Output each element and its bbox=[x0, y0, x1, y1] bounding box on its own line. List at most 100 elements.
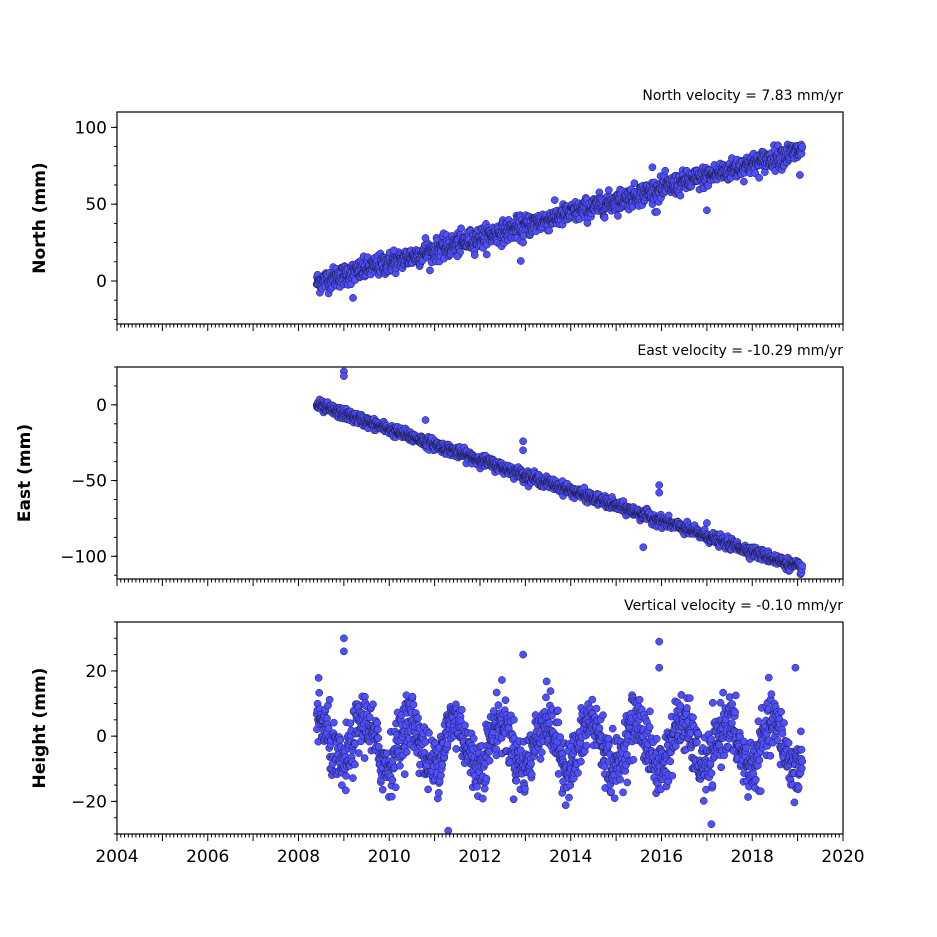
data-point bbox=[402, 748, 411, 756]
data-point bbox=[797, 727, 805, 736]
north-panel-title: North velocity = 7.83 mm/yr bbox=[642, 88, 843, 104]
data-point bbox=[577, 757, 585, 766]
data-point bbox=[592, 704, 601, 713]
data-point bbox=[728, 700, 737, 708]
data-point bbox=[342, 772, 350, 780]
data-point bbox=[473, 782, 481, 791]
data-point bbox=[780, 719, 788, 727]
data-point bbox=[655, 663, 664, 672]
data-point bbox=[755, 173, 763, 182]
data-point bbox=[501, 696, 510, 705]
y-tick-label: −50 bbox=[71, 472, 107, 492]
data-point bbox=[653, 208, 661, 216]
data-point bbox=[676, 191, 685, 200]
data-point bbox=[396, 761, 404, 770]
data-point bbox=[600, 213, 609, 222]
data-point bbox=[731, 708, 739, 717]
data-point bbox=[629, 755, 638, 764]
data-point bbox=[478, 794, 487, 803]
data-point bbox=[554, 770, 563, 778]
data-point bbox=[755, 756, 764, 765]
data-point bbox=[708, 698, 717, 707]
data-point bbox=[719, 688, 727, 697]
data-point bbox=[360, 754, 369, 762]
data-point bbox=[588, 695, 597, 704]
data-point bbox=[574, 769, 582, 777]
data-point bbox=[519, 446, 527, 455]
data-point bbox=[519, 238, 527, 247]
data-point bbox=[470, 251, 479, 259]
data-point bbox=[623, 778, 632, 787]
y-tick-label: 50 bbox=[85, 195, 107, 215]
data-point bbox=[604, 734, 613, 743]
height-panel: Vertical velocity = -0.10 mm/yr Height (… bbox=[30, 598, 865, 867]
data-point bbox=[798, 757, 807, 766]
data-point bbox=[536, 755, 545, 763]
data-point bbox=[616, 775, 624, 784]
data-point bbox=[346, 719, 355, 728]
height-data-points bbox=[312, 634, 807, 835]
data-point bbox=[764, 673, 773, 682]
data-point bbox=[708, 781, 717, 789]
data-point bbox=[608, 724, 617, 733]
east-y-ticks: −100−500 bbox=[60, 366, 117, 576]
data-point bbox=[717, 763, 726, 772]
data-point bbox=[444, 826, 453, 835]
data-point bbox=[599, 711, 607, 720]
data-point bbox=[744, 793, 752, 801]
data-point bbox=[791, 663, 800, 672]
data-point bbox=[790, 798, 799, 807]
data-point bbox=[639, 543, 648, 552]
data-point bbox=[510, 715, 518, 724]
height-x-ticks: 2004 2006 2008 2010 2012 2014 2016 2018 2020 bbox=[95, 834, 865, 867]
data-point bbox=[582, 741, 591, 750]
data-point bbox=[655, 481, 664, 489]
data-point bbox=[545, 226, 554, 235]
data-point bbox=[426, 266, 434, 275]
data-point bbox=[655, 637, 664, 646]
data-point bbox=[519, 650, 527, 659]
data-point bbox=[754, 717, 763, 726]
data-point bbox=[537, 748, 546, 757]
data-point bbox=[340, 372, 348, 380]
data-point bbox=[604, 186, 613, 194]
data-point bbox=[457, 705, 466, 714]
data-point bbox=[766, 751, 775, 760]
data-point bbox=[527, 770, 536, 779]
data-point bbox=[521, 784, 529, 793]
data-point bbox=[369, 700, 377, 709]
data-point bbox=[354, 749, 363, 757]
east-panel: East velocity = -10.29 mm/yr East (mm) −… bbox=[15, 343, 844, 586]
north-x-ticks bbox=[116, 324, 844, 331]
y-tick-label: 100 bbox=[75, 118, 107, 138]
data-point bbox=[550, 196, 559, 204]
data-point bbox=[349, 294, 357, 302]
data-point bbox=[610, 794, 619, 803]
data-point bbox=[469, 734, 478, 743]
data-point bbox=[542, 677, 551, 686]
east-x-ticks bbox=[116, 579, 844, 586]
data-point bbox=[545, 719, 554, 727]
data-point bbox=[494, 701, 503, 709]
data-point bbox=[798, 142, 807, 151]
east-y-axis-label: East (mm) bbox=[15, 424, 35, 522]
data-point bbox=[492, 688, 501, 697]
height-y-axis-label: Height (mm) bbox=[30, 668, 50, 789]
data-point bbox=[374, 742, 383, 751]
data-point bbox=[314, 674, 323, 682]
data-point bbox=[648, 163, 657, 172]
data-point bbox=[652, 734, 661, 743]
y-tick-label: 0 bbox=[96, 396, 107, 416]
north-data-points bbox=[312, 140, 807, 302]
data-point bbox=[635, 695, 644, 704]
data-point bbox=[797, 745, 806, 754]
data-point bbox=[516, 257, 525, 265]
data-point bbox=[556, 733, 565, 741]
data-point bbox=[387, 792, 396, 801]
data-point bbox=[604, 741, 613, 750]
data-point bbox=[341, 786, 350, 795]
data-point bbox=[703, 206, 711, 215]
